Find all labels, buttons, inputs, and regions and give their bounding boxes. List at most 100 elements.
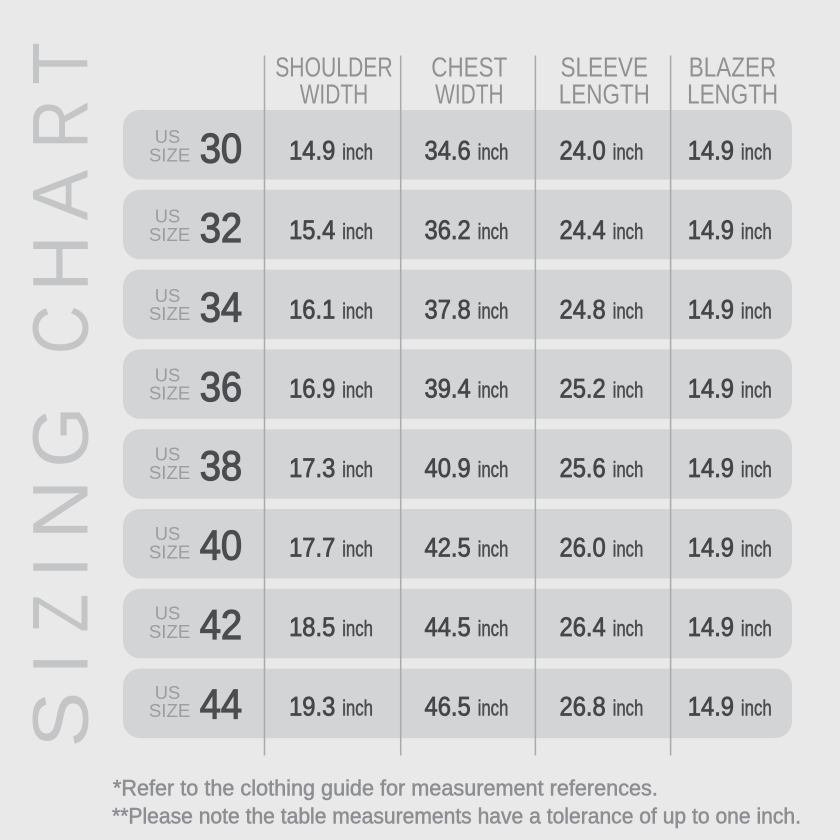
svg-text:14.9: 14.9: [289, 136, 335, 166]
svg-text:24.8: 24.8: [560, 294, 606, 324]
svg-text:25.6: 25.6: [560, 453, 606, 483]
svg-text:SLEEVE: SLEEVE: [561, 51, 649, 82]
svg-text:WIDTH: WIDTH: [300, 78, 369, 109]
svg-text:16.9: 16.9: [289, 374, 335, 404]
svg-text:24.4: 24.4: [560, 215, 606, 245]
svg-text:32: 32: [200, 204, 243, 251]
svg-text:LENGTH: LENGTH: [559, 78, 650, 109]
svg-text:inch: inch: [478, 537, 509, 562]
svg-text:19.3: 19.3: [289, 691, 335, 721]
svg-text:BLAZER: BLAZER: [689, 51, 777, 82]
svg-text:34: 34: [200, 283, 243, 330]
svg-text:42: 42: [200, 601, 243, 648]
svg-text:inch: inch: [478, 219, 509, 244]
svg-text:40.9: 40.9: [425, 453, 471, 483]
svg-text:inch: inch: [342, 537, 373, 562]
svg-text:30: 30: [200, 125, 243, 172]
svg-text:inch: inch: [342, 219, 373, 244]
svg-text:24.0: 24.0: [560, 136, 606, 166]
svg-text:**Please note the table measur: **Please note the table measurements hav…: [112, 804, 801, 829]
svg-text:inch: inch: [741, 219, 772, 244]
svg-text:40: 40: [200, 522, 243, 569]
svg-text:17.7: 17.7: [289, 533, 335, 563]
svg-text:14.9: 14.9: [688, 453, 734, 483]
svg-text:38: 38: [200, 442, 243, 489]
svg-text:inch: inch: [478, 298, 509, 323]
svg-text:C: C: [16, 305, 105, 354]
svg-text:14.9: 14.9: [688, 374, 734, 404]
svg-text:inch: inch: [741, 378, 772, 403]
svg-text:26.0: 26.0: [560, 533, 606, 563]
svg-text:14.9: 14.9: [688, 533, 734, 563]
svg-text:inch: inch: [741, 695, 772, 720]
svg-text:17.3: 17.3: [289, 453, 335, 483]
svg-text:I: I: [16, 653, 105, 675]
svg-text:WIDTH: WIDTH: [435, 78, 504, 109]
svg-text:LENGTH: LENGTH: [687, 78, 778, 109]
svg-text:18.5: 18.5: [289, 612, 335, 642]
svg-text:14.9: 14.9: [688, 294, 734, 324]
svg-text:14.9: 14.9: [688, 612, 734, 642]
svg-text:44: 44: [200, 680, 243, 727]
svg-text:US: US: [155, 207, 181, 227]
svg-text:CHEST: CHEST: [431, 51, 507, 82]
svg-text:42.5: 42.5: [425, 533, 471, 563]
svg-text:T: T: [16, 42, 105, 84]
svg-text:inch: inch: [613, 457, 644, 482]
svg-text:A: A: [16, 170, 105, 221]
svg-text:inch: inch: [478, 140, 509, 165]
svg-text:SIZE: SIZE: [149, 701, 191, 721]
svg-text:SIZE: SIZE: [149, 225, 191, 245]
svg-text:Z: Z: [16, 594, 105, 633]
svg-text:inch: inch: [741, 537, 772, 562]
svg-text:26.8: 26.8: [560, 691, 606, 721]
svg-text:inch: inch: [342, 695, 373, 720]
svg-text:inch: inch: [342, 616, 373, 641]
svg-text:SIZE: SIZE: [149, 304, 191, 324]
svg-text:36: 36: [200, 363, 243, 410]
svg-text:44.5: 44.5: [425, 612, 471, 642]
svg-text:SIZE: SIZE: [149, 622, 191, 642]
svg-text:N: N: [16, 480, 105, 540]
svg-text:14.9: 14.9: [688, 136, 734, 166]
svg-text:*Refer to the clothing guide f: *Refer to the clothing guide for measure…: [113, 776, 658, 801]
svg-text:H: H: [16, 235, 105, 291]
svg-text:R: R: [16, 99, 105, 149]
svg-text:inch: inch: [741, 140, 772, 165]
svg-text:inch: inch: [613, 537, 644, 562]
svg-text:SIZE: SIZE: [149, 463, 191, 483]
svg-text:37.8: 37.8: [425, 294, 471, 324]
svg-text:36.2: 36.2: [425, 215, 471, 245]
svg-text:26.4: 26.4: [560, 612, 606, 642]
svg-text:inch: inch: [613, 695, 644, 720]
svg-text:14.9: 14.9: [688, 691, 734, 721]
svg-text:inch: inch: [478, 378, 509, 403]
svg-text:US: US: [155, 524, 181, 544]
svg-text:SIZE: SIZE: [149, 145, 191, 165]
svg-text:15.4: 15.4: [289, 215, 335, 245]
svg-text:S: S: [16, 692, 105, 748]
svg-text:US: US: [155, 604, 181, 624]
svg-text:US: US: [155, 127, 181, 147]
svg-text:inch: inch: [342, 378, 373, 403]
svg-text:US: US: [155, 365, 181, 385]
svg-text:inch: inch: [741, 298, 772, 323]
svg-text:inch: inch: [613, 616, 644, 641]
svg-text:46.5: 46.5: [425, 691, 471, 721]
svg-text:25.2: 25.2: [560, 374, 606, 404]
svg-text:SHOULDER: SHOULDER: [275, 51, 393, 82]
svg-text:inch: inch: [478, 457, 509, 482]
svg-text:inch: inch: [741, 616, 772, 641]
svg-text:inch: inch: [342, 457, 373, 482]
svg-text:inch: inch: [478, 616, 509, 641]
svg-text:34.6: 34.6: [425, 136, 471, 166]
svg-text:inch: inch: [613, 219, 644, 244]
svg-text:16.1: 16.1: [289, 294, 335, 324]
svg-text:14.9: 14.9: [688, 215, 734, 245]
svg-text:inch: inch: [478, 695, 509, 720]
svg-text:inch: inch: [741, 457, 772, 482]
svg-text:US: US: [155, 286, 181, 306]
svg-text:G: G: [16, 406, 105, 467]
svg-text:US: US: [155, 445, 181, 465]
svg-text:inch: inch: [342, 298, 373, 323]
